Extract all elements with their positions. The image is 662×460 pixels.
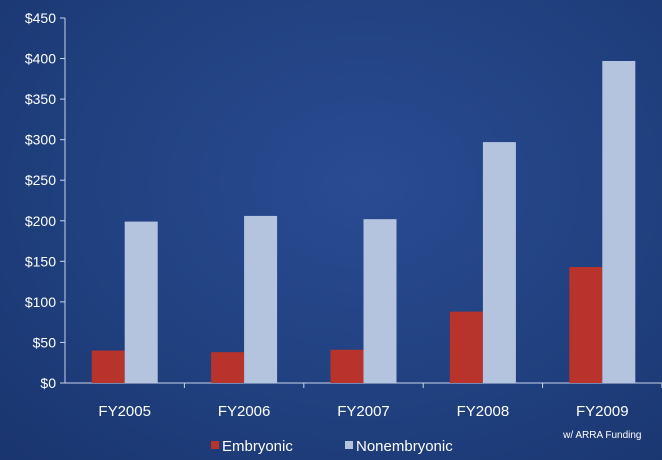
bar-nonembryonic-fy2006 [244,215,278,383]
bar-nonembryonic-fy2008 [482,142,516,383]
x-tick-label: FY2005 [98,403,151,420]
bar-nonembryonic-fy2009 [602,60,636,383]
x-tick-label: FY2006 [218,403,271,420]
y-tick-label: $0 [40,375,56,391]
y-tick-label: $50 [33,334,57,350]
legend: Embryonic Nonembryonic [211,438,453,455]
x-tick-labels: FY2005 FY2006 FY2007 FY2008 FY2009 w/ ARRA Fu… [98,403,641,441]
y-tick-label: $150 [25,253,56,269]
legend-label-embryonic: Embryonic [222,438,293,455]
bar-embryonic-fy2005 [91,350,125,383]
legend-swatch-nonembryonic [345,441,353,449]
y-tick-label: $350 [25,91,56,107]
legend-label-nonembryonic: Nonembryonic [356,438,453,455]
y-tick-label: $300 [25,132,56,148]
x-tick-label: FY2009 [576,403,629,420]
bar-nonembryonic-fy2007 [363,219,397,383]
bars [91,60,636,383]
y-tick-label: $400 [25,51,56,67]
x-tick-label: FY2007 [337,403,390,420]
axes: $0 $50 $100 $150 $200 $250 $300 $350 $400 $450 [25,10,662,391]
y-tick-label: $200 [25,213,56,229]
y-tick-label: $250 [25,172,56,188]
bar-embryonic-fy2006 [211,352,245,383]
legend-swatch-embryonic [211,441,219,449]
x-tick-label: FY2008 [457,403,510,420]
bar-embryonic-fy2009 [569,267,603,383]
x-tick-sublabel: w/ ARRA Funding [562,430,641,441]
bar-embryonic-fy2008 [449,311,483,383]
y-tick-label: $100 [25,294,56,310]
y-tick-label: $450 [25,10,56,26]
bar-embryonic-fy2007 [330,349,364,383]
bar-nonembryonic-fy2005 [124,221,158,383]
